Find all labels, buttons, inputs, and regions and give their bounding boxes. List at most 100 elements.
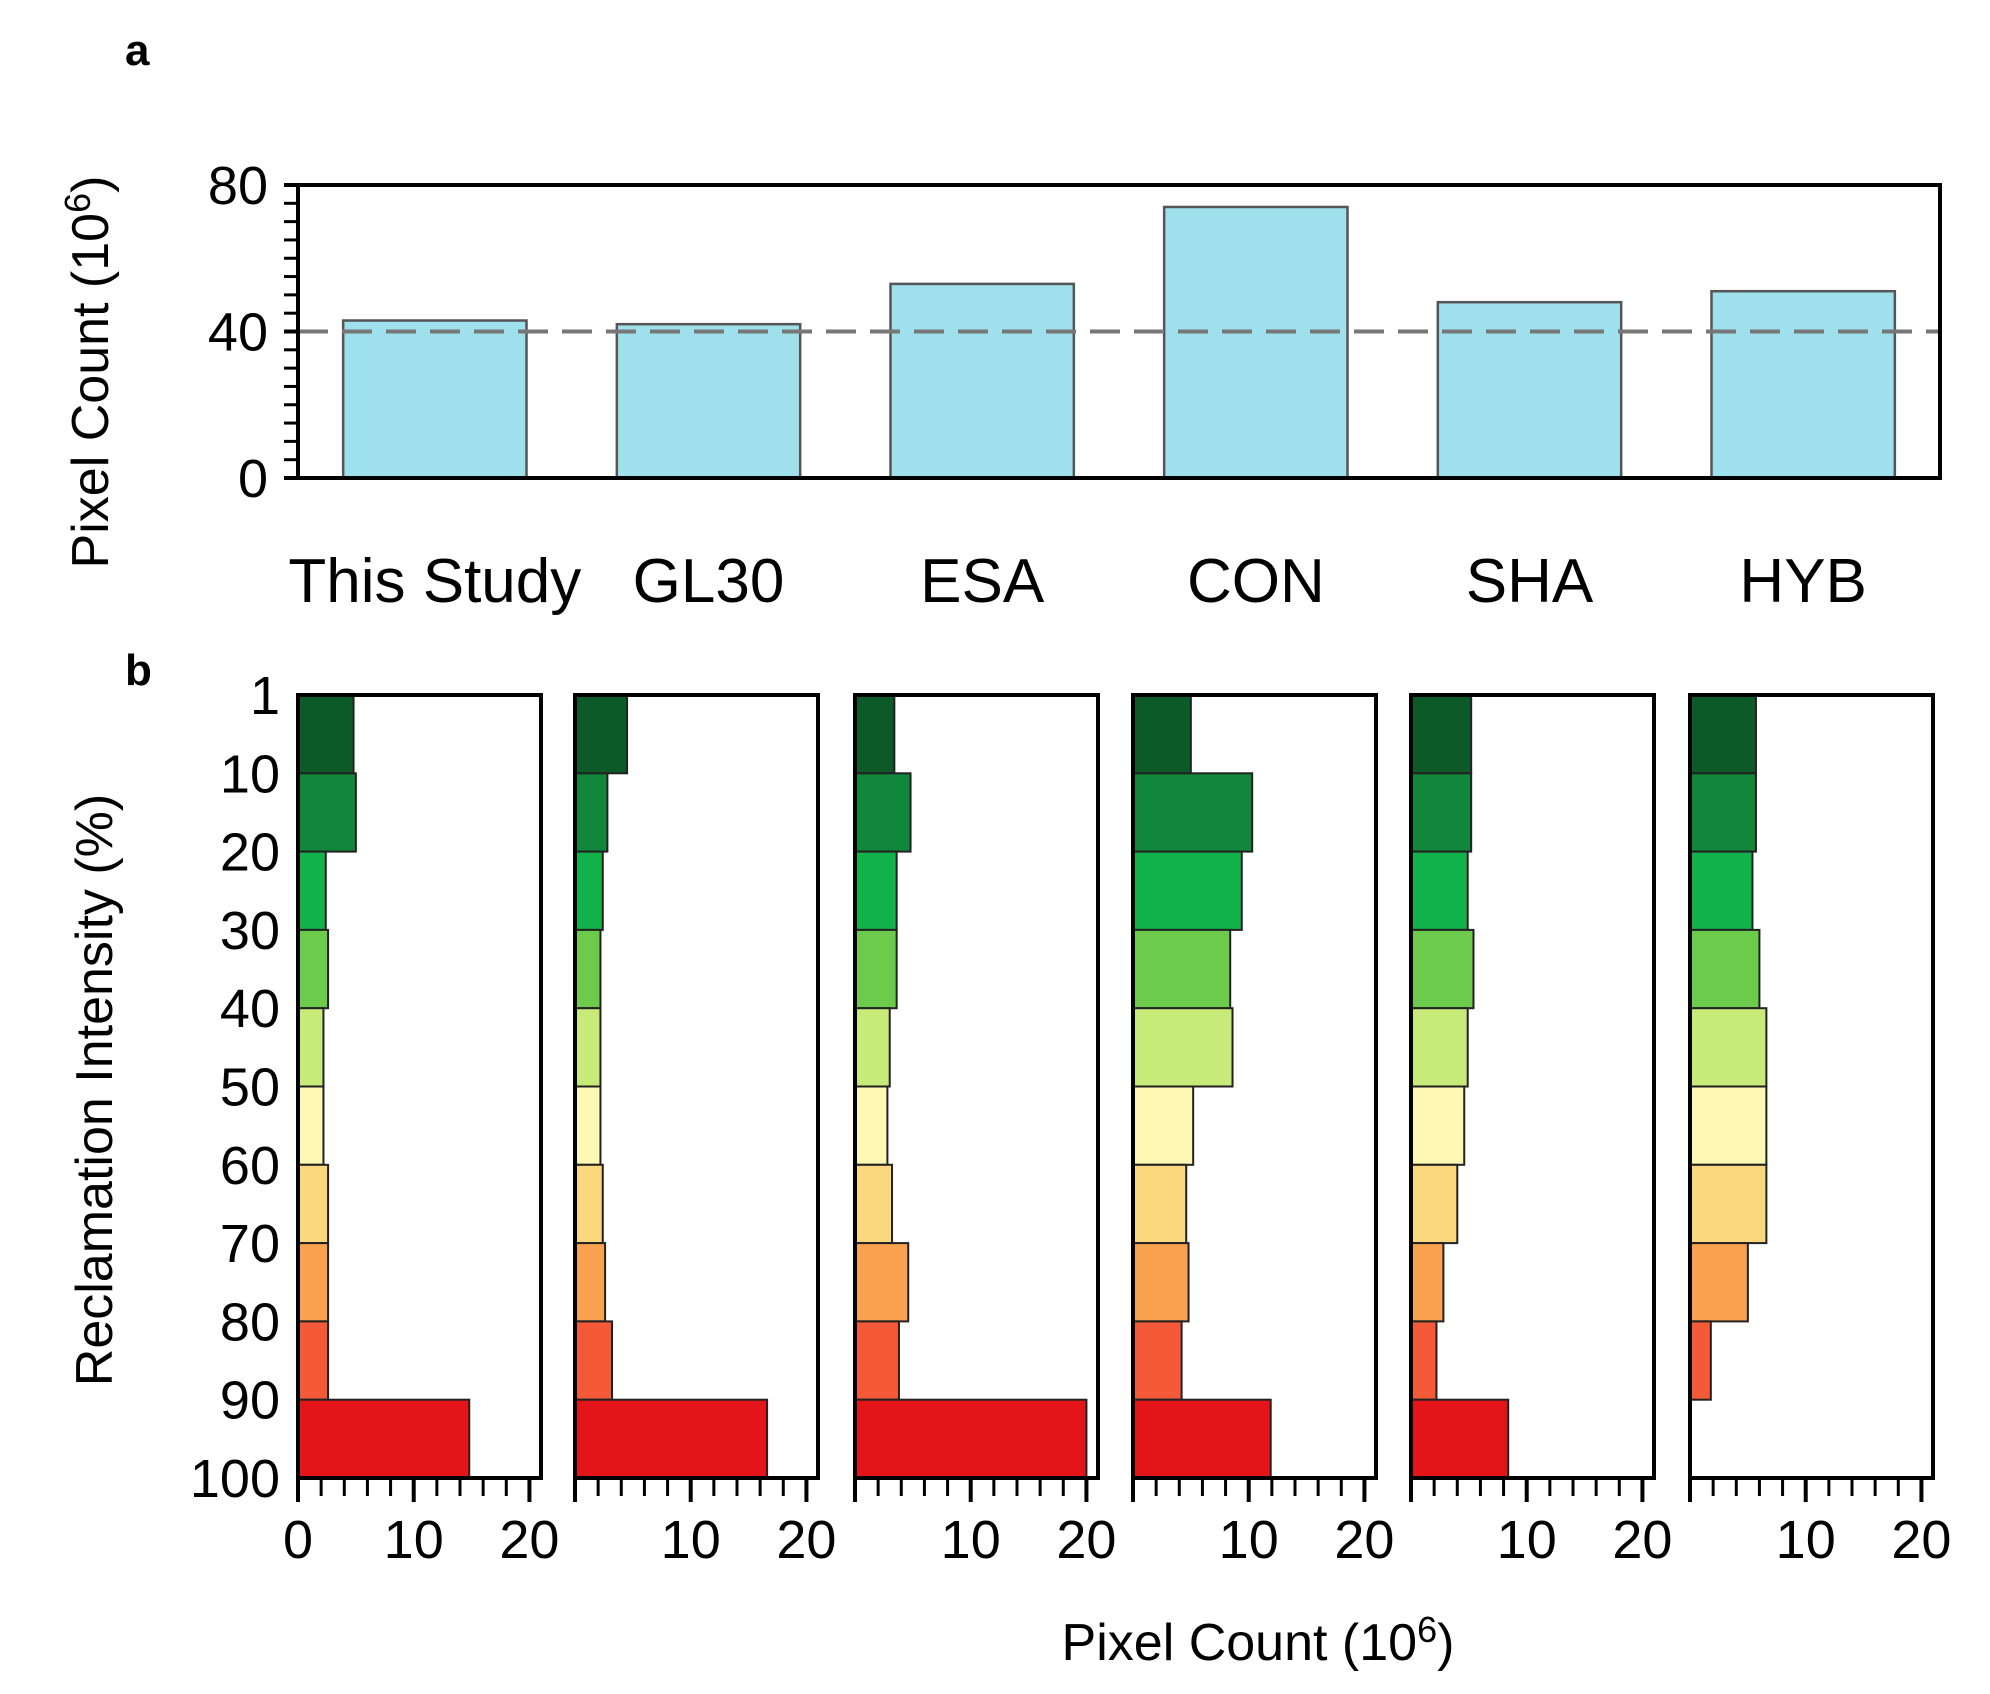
panel-b-bar: [1410, 1398, 1510, 1479]
panel-a-y-axis-title-close: ): [62, 176, 120, 193]
panel-a-y-axis-title-sup: 6: [57, 193, 98, 213]
panel-a-y-axis-title-text: Pixel Count (10: [62, 213, 120, 569]
panel-b-bar: [1689, 694, 1757, 775]
panel-b-y-tick-label: 40: [220, 979, 280, 1039]
panel-b-x-tick-label: 20: [499, 1510, 559, 1570]
panel-b-bar: [297, 850, 327, 931]
panel-b-bar: [1410, 1007, 1469, 1088]
panel-b-bar: [854, 850, 898, 931]
panel-a-category-label-hyb: HYB: [1739, 547, 1866, 616]
panel-b-x-tick-label: 10: [1497, 1510, 1557, 1570]
panel-b-bar: [574, 928, 602, 1010]
panel-b-subplot-gl30: 10 20: [573, 693, 836, 1570]
panel-b-bar: [297, 1007, 325, 1088]
panel-a-y-tick-label: 40: [208, 303, 268, 363]
panel-b-bar: [1132, 1320, 1183, 1401]
panel-b-y-tick-label: 60: [220, 1136, 280, 1196]
panel-b-subplot-con: 10 20: [1131, 693, 1394, 1570]
panel-b-bar: [854, 694, 896, 775]
panel-b-bar: [297, 928, 330, 1010]
panel-b-bar: [297, 1398, 471, 1479]
panel-a-category-label-sha: SHA: [1466, 547, 1594, 616]
panel-a-bar-gl30: [615, 322, 802, 480]
panel-b-x-tick-label: 20: [1891, 1510, 1951, 1570]
panel-b-bar: [1132, 772, 1254, 853]
panel-b-x-axis-title-sup: 6: [1417, 1609, 1437, 1650]
panel-b-x-tick-label: 10: [941, 1510, 1001, 1570]
panel-b-y-tick-label: 100: [190, 1449, 280, 1509]
panel-b-bar: [1132, 694, 1192, 775]
panel-b-bar: [1689, 1242, 1749, 1323]
panel-b-bar: [1132, 1085, 1195, 1166]
panel-b-bar: [1132, 1398, 1272, 1479]
panel-a-label: a: [125, 26, 150, 75]
panel-b-x-tick-label: 10: [661, 1510, 721, 1570]
panel-b-bar: [854, 1320, 900, 1401]
panel-a-category-label-this-study: This Study: [288, 547, 581, 616]
panel-a-category-label-gl30: GL30: [633, 547, 785, 616]
panel-b-x-tick-label: 20: [1056, 1510, 1116, 1570]
panel-b-plot-frame: [573, 693, 820, 1480]
panel-b-y-axis-title: Reclamation Intensity (%): [66, 794, 124, 1386]
panel-b-y-tick-label: 80: [220, 1292, 280, 1352]
panel-b-bar: [297, 1163, 330, 1245]
panel-b-bar: [1410, 1320, 1438, 1401]
panel-b-y-tick-label: 30: [220, 901, 280, 961]
panel-b-y-tick-label: 70: [220, 1214, 280, 1274]
panel-a-bar-esa: [889, 282, 1076, 480]
panel-b-bar: [1132, 928, 1232, 1010]
panel-b-subplot-hyb: 10 20: [1688, 693, 1951, 1570]
panel-b-y-tick-label: 10: [220, 744, 280, 804]
panel-b-bar: [1689, 850, 1754, 931]
panel-b-bar: [1132, 850, 1243, 931]
panel-b-x-tick-label: 20: [776, 1510, 836, 1570]
panel-b-bar: [574, 1398, 769, 1479]
panel-b-bar: [1689, 928, 1761, 1010]
panel-b-plot-frame: [853, 693, 1100, 1480]
panel-b-plot-frame: [1409, 693, 1656, 1480]
panel-b-bar: [1410, 694, 1473, 775]
panel-b-bar: [574, 1007, 602, 1088]
panel-b-x-axis-title: Pixel Count (106): [1062, 1609, 1455, 1672]
panel-b-bar: [574, 772, 609, 853]
svg-text:Pixel Count (106): Pixel Count (106): [57, 176, 120, 569]
panel-b-bar: [1132, 1007, 1234, 1088]
panel-b-plot-frame: [1131, 693, 1378, 1480]
panel-a-y-tick-label: 0: [238, 449, 268, 509]
panel-b-subplot-this-study: 0 10 20: [283, 693, 559, 1570]
panel-b-bar: [1410, 1085, 1466, 1166]
panel-b-label: b: [125, 646, 152, 695]
panel-b-bar: [1689, 1007, 1768, 1088]
panel-b-bar: [1132, 1242, 1190, 1323]
panel-a-bar-this-study: [341, 319, 528, 480]
panel-b-bar: [1689, 1163, 1768, 1245]
panel-b-bar: [1132, 1163, 1188, 1245]
panel-b-x-tick-label: 10: [1776, 1510, 1836, 1570]
panel-a-bar-hyb: [1710, 289, 1897, 480]
panel-b-bar: [297, 1085, 325, 1166]
panel-a-y-axis-title: Pixel Count (106): [57, 176, 120, 569]
panel-b-bar: [297, 772, 357, 853]
panel-b-x-tick-label: 10: [1219, 1510, 1279, 1570]
panel-b-y-tick-label: 1: [250, 666, 280, 726]
panel-b-bar: [1689, 1085, 1768, 1166]
panel-b-y-tick-label: 90: [220, 1371, 280, 1431]
panel-b-bar: [1410, 928, 1475, 1010]
panel-b-x-tick-label: 20: [1612, 1510, 1672, 1570]
panel-b-bar: [854, 1242, 910, 1323]
panel-b-bar: [297, 1242, 330, 1323]
panel-b-bar: [574, 1163, 604, 1245]
panel-b-bar: [854, 1163, 894, 1245]
panel-a-category-label-con: CON: [1187, 547, 1325, 616]
panel-b-plot-frame: [1688, 693, 1935, 1480]
panel-b-x-axis-title-text: Pixel Count (10: [1062, 1614, 1418, 1672]
panel-a-y-tick-label: 80: [208, 156, 268, 216]
panel-b-bar: [297, 694, 355, 775]
panel-b-x-axis-title-close: ): [1437, 1614, 1454, 1672]
panel-b-bar: [574, 850, 604, 931]
panel-b-subplot-sha: 10 20: [1409, 693, 1672, 1570]
panel-b-plot-frame: [296, 693, 543, 1480]
panel-b: b Reclamation Intensity (%) Pixel Count …: [66, 646, 1951, 1672]
panel-b-bar: [854, 1007, 891, 1088]
